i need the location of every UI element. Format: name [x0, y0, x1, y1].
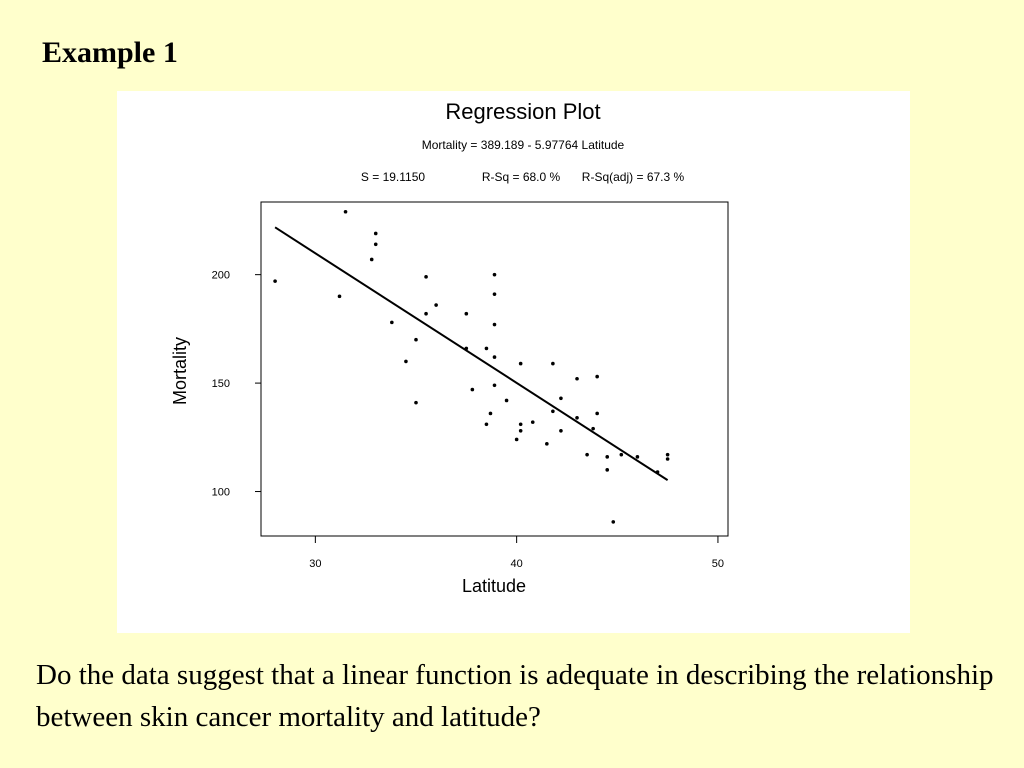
data-points	[273, 209, 670, 524]
stat-s: S = 19.1150	[361, 170, 425, 184]
data-point	[530, 420, 535, 424]
data-point	[605, 468, 610, 472]
data-point	[551, 409, 555, 414]
data-point	[488, 411, 493, 416]
data-point	[655, 470, 660, 474]
data-point	[665, 457, 670, 461]
data-point	[343, 209, 348, 214]
plot-frame	[260, 201, 729, 537]
data-point	[492, 322, 497, 327]
data-point	[575, 376, 579, 381]
data-point	[464, 346, 469, 351]
y-axis-label: Mortality	[170, 337, 190, 405]
data-point	[337, 294, 342, 299]
x-axis: 30 40 50	[309, 536, 724, 570]
question-text: Do the data suggest that a linear functi…	[36, 659, 994, 733]
data-point	[551, 361, 555, 366]
data-point	[484, 422, 489, 427]
data-point	[514, 437, 519, 442]
data-point	[559, 429, 563, 433]
data-point	[404, 359, 408, 364]
data-point	[414, 337, 418, 342]
x-tick-label: 50	[712, 558, 724, 570]
regression-line	[274, 226, 669, 481]
data-point	[518, 361, 523, 366]
data-point	[595, 411, 599, 416]
y-tick-label: 150	[212, 378, 230, 390]
data-point	[492, 272, 497, 277]
chart-title: Regression Plot	[445, 99, 600, 124]
y-tick-label: 200	[212, 270, 230, 282]
data-point	[611, 520, 616, 524]
data-point	[585, 452, 589, 457]
data-point	[545, 442, 549, 446]
x-tick-label: 40	[511, 558, 523, 570]
y-tick-label: 100	[212, 487, 230, 499]
data-point	[373, 242, 378, 247]
data-point	[518, 422, 523, 427]
data-point	[390, 320, 394, 325]
data-point	[464, 311, 469, 316]
data-point	[595, 374, 599, 379]
data-point	[470, 387, 475, 392]
data-point	[492, 355, 497, 359]
x-tick-label: 30	[309, 558, 321, 570]
x-axis-label: Latitude	[462, 576, 526, 596]
data-point	[504, 398, 509, 403]
data-point	[424, 311, 428, 316]
regression-equation: Mortality = 389.189 - 5.97764 Latitude	[422, 138, 625, 152]
data-point	[559, 396, 563, 401]
data-point	[434, 303, 438, 307]
slide-title: Example 1	[42, 36, 178, 69]
data-point	[575, 415, 579, 420]
data-point	[619, 452, 624, 457]
stat-r-sq-adj: R-Sq(adj) = 67.3 %	[582, 170, 685, 184]
data-point	[605, 455, 610, 459]
data-point	[635, 455, 640, 459]
data-point	[665, 452, 670, 457]
chart-panel: Regression Plot Mortality = 389.189 - 5.…	[117, 91, 910, 633]
data-point	[414, 400, 418, 405]
data-point	[518, 429, 523, 433]
stat-r-sq: R-Sq = 68.0 %	[482, 170, 561, 184]
regression-plot: Regression Plot Mortality = 389.189 - 5.…	[170, 99, 729, 596]
data-point	[273, 279, 277, 283]
data-point	[492, 383, 497, 388]
data-point	[484, 346, 489, 351]
data-point	[373, 231, 378, 236]
fit-line-layer	[274, 226, 669, 481]
data-point	[492, 292, 497, 296]
y-axis: 100 150 200	[212, 270, 261, 499]
data-point	[369, 257, 374, 262]
data-point	[424, 275, 428, 279]
data-point	[591, 426, 595, 431]
